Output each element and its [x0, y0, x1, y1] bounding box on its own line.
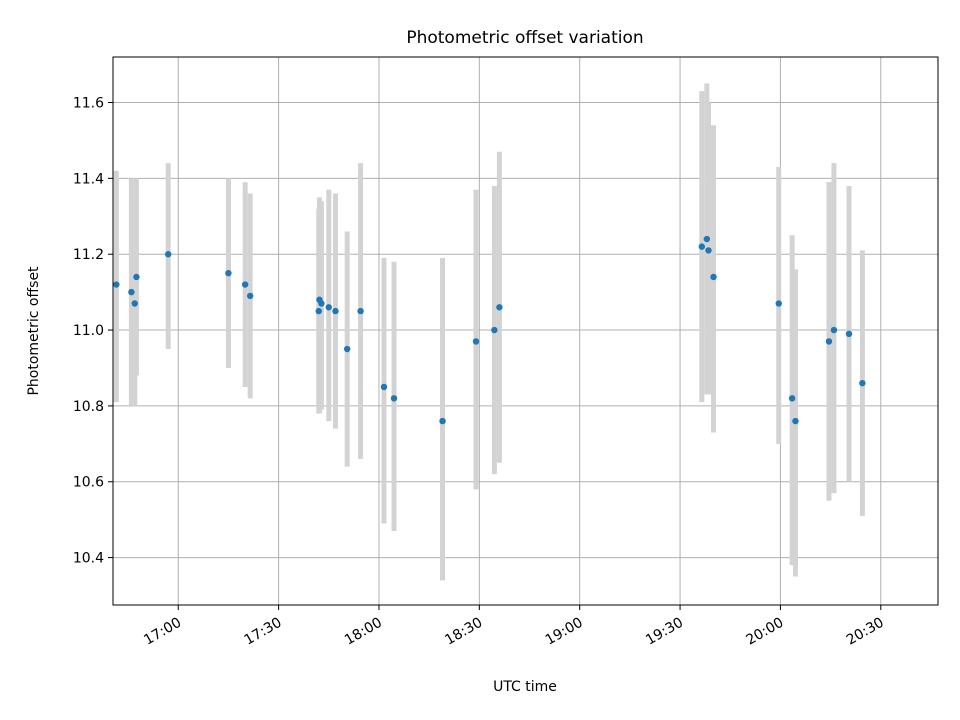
data-point [825, 338, 833, 345]
x-tick-label: 17:00 [141, 615, 184, 649]
data-point [315, 307, 322, 315]
data-point [472, 338, 480, 345]
data-point [496, 304, 503, 311]
x-tick-label: 20:00 [743, 615, 786, 649]
x-tick-label: 17:30 [242, 615, 285, 649]
data-point [325, 304, 332, 311]
y-tick-label: 11.0 [73, 323, 104, 339]
data-point [705, 247, 712, 254]
data-point [491, 326, 498, 334]
data-point [830, 326, 838, 334]
data-point [439, 417, 446, 425]
y-tick-label: 10.4 [73, 551, 104, 567]
x-tick-label: 18:30 [442, 615, 485, 649]
x-tick-label: 19:30 [643, 615, 686, 649]
y-tick-label: 11.2 [73, 247, 104, 263]
data-point [133, 273, 140, 281]
y-ticks: 10.4 10.6 10.8 11.0 11.2 11.4 11.6 [73, 96, 113, 567]
y-tick-label: 11.6 [73, 96, 104, 112]
x-tick-label: 20:30 [844, 615, 887, 649]
data-point [703, 235, 711, 243]
x-axis-label: UTC time [493, 679, 557, 695]
data-point [241, 281, 249, 288]
data-point [710, 273, 717, 281]
data-point [380, 383, 388, 391]
data-points [113, 235, 866, 425]
data-point [390, 395, 398, 402]
error-bars [113, 83, 865, 581]
data-point [131, 300, 138, 307]
y-tick-label: 10.8 [73, 399, 104, 415]
y-tick-label: 11.4 [73, 171, 104, 187]
data-point [128, 288, 135, 296]
data-point [113, 281, 120, 288]
data-point [775, 300, 782, 307]
data-point [332, 307, 339, 315]
grid [113, 57, 938, 605]
data-point [343, 345, 351, 353]
data-point [165, 251, 172, 258]
x-ticks: 17:00 17:30 18:00 18:30 19:00 19:30 20:00 20:30 [141, 605, 887, 649]
plot-frame [112, 56, 939, 606]
data-point [845, 330, 853, 338]
x-tick-label: 18:00 [342, 615, 385, 649]
data-point [792, 417, 799, 425]
data-point [859, 379, 866, 387]
data-point [788, 395, 796, 402]
y-axis-label: Photometric offset [26, 266, 42, 396]
data-point [357, 307, 364, 315]
data-point [246, 292, 254, 300]
data-point [318, 300, 325, 307]
x-tick-label: 19:00 [543, 615, 586, 649]
chart-title: Photometric offset variation [406, 28, 643, 48]
data-point [225, 269, 232, 277]
data-point [698, 243, 706, 250]
y-tick-label: 10.6 [73, 475, 104, 491]
